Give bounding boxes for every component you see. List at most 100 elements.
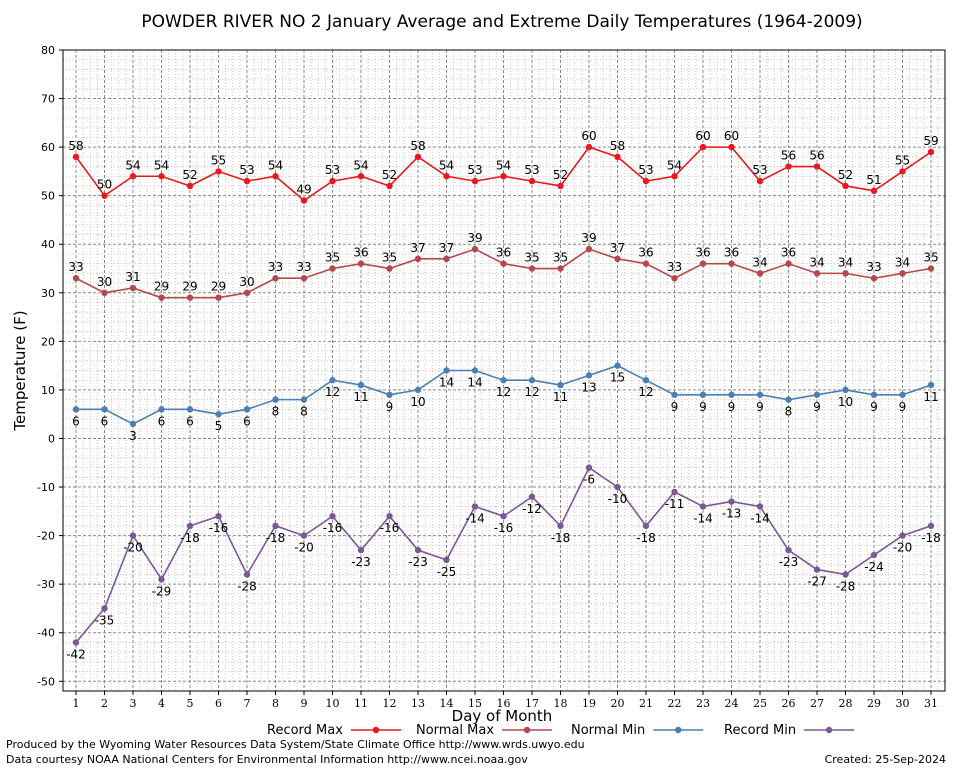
x-tick-label: 2	[101, 697, 108, 710]
data-label: -14	[750, 511, 770, 525]
x-tick-label: 11	[354, 697, 368, 710]
x-tick-label: 30	[896, 697, 910, 710]
data-label: -18	[921, 531, 941, 545]
x-tick-label: 26	[782, 697, 796, 710]
data-label: 9	[671, 400, 679, 414]
data-point	[699, 391, 707, 398]
data-label: 52	[838, 168, 853, 182]
y-tick-label: 80	[41, 44, 55, 57]
data-point	[443, 173, 450, 180]
x-tick-label: 7	[244, 697, 251, 710]
data-point	[300, 396, 308, 403]
data-point	[528, 493, 536, 500]
data-label: 9	[699, 400, 707, 414]
data-label: 34	[809, 255, 824, 269]
data-point	[756, 391, 764, 398]
data-point	[899, 532, 906, 539]
y-tick-label: 70	[41, 93, 55, 106]
data-label: -18	[551, 531, 571, 545]
data-point	[870, 551, 878, 559]
data-point	[329, 265, 336, 272]
data-label: 54	[439, 158, 454, 172]
data-point	[243, 571, 251, 578]
data-point	[72, 406, 80, 413]
legend: Record Max Normal Max Normal Min Record Min	[267, 723, 855, 738]
data-point	[414, 153, 422, 161]
data-point	[728, 260, 735, 267]
data-label: 53	[752, 163, 767, 177]
data-label: 33	[296, 260, 311, 274]
x-tick-label: 15	[468, 697, 482, 710]
data-point	[500, 512, 507, 520]
data-point	[585, 372, 593, 379]
y-tick-label: -40	[37, 627, 55, 640]
data-label: 53	[325, 163, 340, 177]
data-label: 12	[496, 385, 511, 399]
data-point	[756, 177, 764, 185]
y-tick-label: 50	[41, 190, 55, 203]
data-point	[357, 546, 365, 554]
data-point	[443, 367, 450, 374]
data-label: 30	[239, 275, 254, 289]
data-point	[129, 420, 137, 428]
x-tick-label: 20	[611, 697, 625, 710]
data-label: 11	[923, 390, 938, 404]
data-point	[414, 255, 422, 263]
data-label: 35	[923, 251, 938, 265]
data-label: 11	[353, 390, 368, 404]
data-point	[357, 173, 365, 180]
data-label: 54	[125, 158, 140, 172]
data-label: 53	[239, 163, 254, 177]
data-point	[215, 411, 222, 418]
data-label: -18	[266, 531, 286, 545]
data-label: 10	[410, 395, 425, 409]
data-point	[870, 187, 878, 195]
data-label: 37	[439, 241, 454, 255]
data-point	[585, 245, 593, 253]
x-axis-label: Day of Month	[452, 707, 553, 725]
data-label: -29	[152, 584, 172, 598]
data-point	[357, 381, 365, 389]
data-point	[414, 546, 422, 554]
data-label: 3	[129, 429, 137, 443]
data-point	[671, 275, 678, 282]
data-point	[557, 522, 564, 530]
data-point	[842, 270, 849, 277]
data-label: 6	[243, 414, 251, 428]
y-tick-label: 20	[41, 335, 55, 348]
data-point	[785, 260, 792, 267]
data-point	[300, 197, 308, 204]
data-label: 8	[272, 405, 280, 419]
data-label: -23	[351, 555, 371, 569]
y-tick-label: -50	[37, 675, 55, 688]
data-point	[842, 182, 849, 190]
data-point	[585, 143, 593, 151]
data-point	[557, 381, 564, 389]
data-point	[386, 512, 393, 520]
data-label: 33	[68, 260, 83, 274]
data-label: 59	[923, 134, 938, 148]
data-point	[500, 260, 507, 267]
data-point	[129, 532, 137, 539]
data-label: -11	[665, 497, 685, 511]
data-label: -18	[636, 531, 656, 545]
data-label: -42	[66, 647, 86, 661]
data-point	[528, 177, 536, 185]
data-point	[471, 367, 479, 374]
data-label: 58	[410, 139, 425, 153]
data-point	[72, 153, 80, 161]
data-point	[899, 270, 906, 277]
data-label: -28	[237, 579, 257, 593]
x-tick-label: 1	[73, 697, 80, 710]
data-point	[756, 503, 764, 510]
data-label: 36	[724, 246, 739, 260]
data-label: 52	[382, 168, 397, 182]
data-label: 36	[638, 246, 653, 260]
data-label: 54	[667, 158, 682, 172]
data-point	[785, 396, 792, 403]
data-point	[386, 182, 393, 190]
data-label: 49	[296, 183, 311, 197]
data-label: 35	[382, 251, 397, 265]
y-tick-label: 0	[48, 432, 55, 445]
data-label: -20	[893, 541, 913, 555]
